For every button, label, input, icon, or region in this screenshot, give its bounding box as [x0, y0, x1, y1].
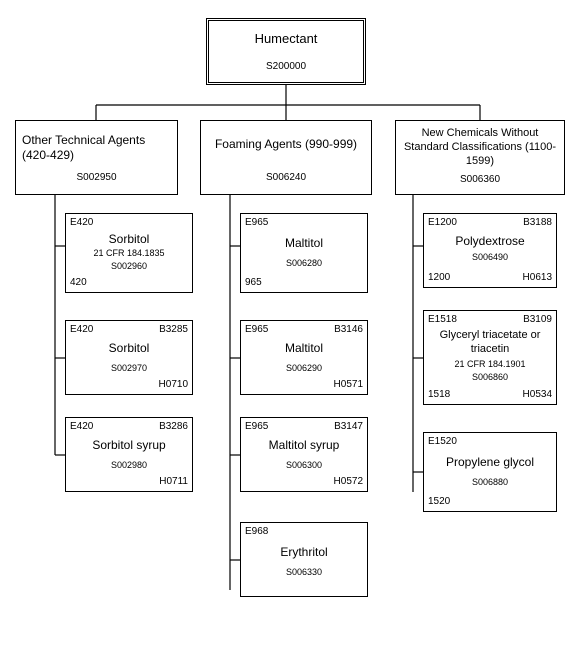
- c2n3-br: H0572: [334, 476, 363, 489]
- c2n1-code: S006280: [241, 258, 367, 269]
- node-root: Humectant S200000: [206, 18, 366, 85]
- c3n2-br: H0534: [523, 389, 552, 402]
- root-title: Humectant: [209, 31, 363, 47]
- c2n4-tl: E968: [245, 526, 268, 539]
- c3n2-tl: E1518: [428, 314, 457, 327]
- c1n1-code: S002960: [66, 261, 192, 272]
- c3n2-bl: 1518: [428, 389, 450, 402]
- c2n2-title: Maltitol: [241, 341, 367, 356]
- c2n1-bl: 965: [245, 277, 262, 290]
- c1n2-tl: E420: [70, 324, 93, 337]
- node-polydextrose: E1200 B3188 Polydextrose S006490 1200 H0…: [423, 213, 557, 288]
- c3n1-bl: 1200: [428, 272, 450, 285]
- cat3-title: New Chemicals Without Standard Classific…: [396, 127, 564, 168]
- c3n2-tr: B3109: [523, 314, 552, 327]
- node-propylene-glycol: E1520 Propylene glycol S006880 1520: [423, 432, 557, 512]
- c1n2-title: Sorbitol: [66, 341, 192, 356]
- c2n4-code: S006330: [241, 567, 367, 578]
- node-maltitol-parent: E965 Maltitol S006280 965: [240, 213, 368, 293]
- c2n3-tl: E965: [245, 421, 268, 434]
- cat2-title: Foaming Agents (990-999): [201, 137, 371, 152]
- c2n4-title: Erythritol: [241, 545, 367, 560]
- cat1-code: S002950: [16, 172, 177, 185]
- c1n1-cfr: 21 CFR 184.1835: [66, 248, 192, 259]
- c3n1-br: H0613: [523, 272, 552, 285]
- c1n3-br: H0711: [159, 476, 188, 489]
- c2n2-code: S006290: [241, 363, 367, 374]
- node-sorbitol: E420 B3285 Sorbitol S002970 H0710: [65, 320, 193, 395]
- node-sorbitol-parent: E420 Sorbitol 21 CFR 184.1835 S002960 42…: [65, 213, 193, 293]
- c1n3-tr: B3286: [159, 421, 188, 434]
- node-glyceryl-triacetate: E1518 B3109 Glyceryl triacetate or triac…: [423, 310, 557, 405]
- root-code: S200000: [209, 61, 363, 74]
- c1n1-bl: 420: [70, 277, 87, 290]
- c3n2-title: Glyceryl triacetate or triacetin: [424, 329, 556, 357]
- node-maltitol-syrup: E965 B3147 Maltitol syrup S006300 H0572: [240, 417, 368, 492]
- c3n2-code: S006860: [424, 372, 556, 383]
- cat3-code: S006360: [396, 174, 564, 187]
- c1n3-code: S002980: [66, 460, 192, 471]
- node-maltitol: E965 B3146 Maltitol S006290 H0571: [240, 320, 368, 395]
- node-cat-foaming: Foaming Agents (990-999) S006240: [200, 120, 372, 195]
- node-sorbitol-syrup: E420 B3286 Sorbitol syrup S002980 H0711: [65, 417, 193, 492]
- c1n1-title: Sorbitol: [66, 232, 192, 247]
- c1n3-tl: E420: [70, 421, 93, 434]
- c2n2-tr: B3146: [334, 324, 363, 337]
- c3n3-tl: E1520: [428, 436, 457, 449]
- c3n1-tl: E1200: [428, 217, 457, 230]
- node-cat-new-chemicals: New Chemicals Without Standard Classific…: [395, 120, 565, 195]
- c2n3-tr: B3147: [334, 421, 363, 434]
- c2n2-tl: E965: [245, 324, 268, 337]
- c3n3-code: S006880: [424, 477, 556, 488]
- c2n3-title: Maltitol syrup: [241, 438, 367, 453]
- c3n3-title: Propylene glycol: [424, 455, 556, 470]
- c3n1-title: Polydextrose: [424, 234, 556, 249]
- c1n2-br: H0710: [159, 379, 188, 392]
- c3n2-cfr: 21 CFR 184.1901: [424, 359, 556, 370]
- cat2-code: S006240: [201, 172, 371, 185]
- c3n3-bl: 1520: [428, 496, 450, 509]
- c2n1-tl: E965: [245, 217, 268, 230]
- c2n2-br: H0571: [334, 379, 363, 392]
- c1n1-tl: E420: [70, 217, 93, 230]
- cat1-title: Other Technical Agents (420-429): [16, 133, 177, 163]
- node-erythritol: E968 Erythritol S006330: [240, 522, 368, 597]
- c3n1-code: S006490: [424, 252, 556, 263]
- c2n1-title: Maltitol: [241, 236, 367, 251]
- c1n2-code: S002970: [66, 363, 192, 374]
- c2n3-code: S006300: [241, 460, 367, 471]
- node-cat-other-technical: Other Technical Agents (420-429) S002950: [15, 120, 178, 195]
- c1n3-title: Sorbitol syrup: [66, 438, 192, 453]
- c1n2-tr: B3285: [159, 324, 188, 337]
- c3n1-tr: B3188: [523, 217, 552, 230]
